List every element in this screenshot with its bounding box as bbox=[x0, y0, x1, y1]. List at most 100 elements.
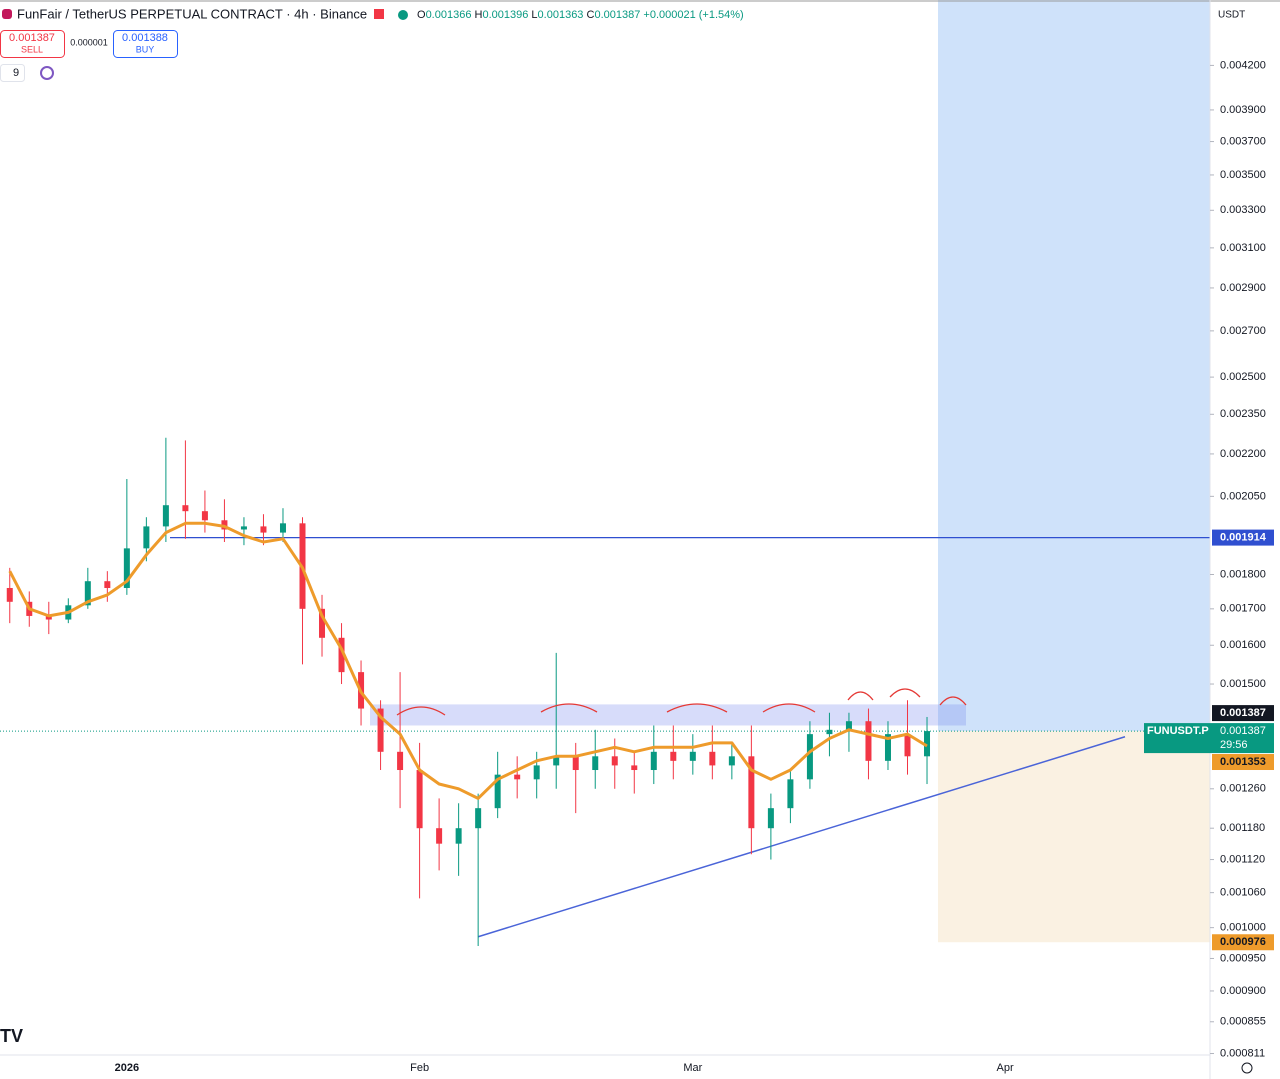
buy-button[interactable] bbox=[113, 30, 178, 58]
candle-body bbox=[924, 731, 931, 757]
x-tick-label: Feb bbox=[410, 1062, 429, 1074]
candle-body bbox=[221, 520, 228, 530]
sell-button[interactable] bbox=[0, 30, 65, 58]
settings-icon[interactable] bbox=[1241, 1062, 1253, 1074]
indicator-toggle[interactable] bbox=[0, 64, 25, 82]
ohlc-key: H bbox=[475, 9, 483, 21]
countdown: 29:56 bbox=[1220, 739, 1248, 751]
trendline bbox=[477, 736, 1126, 938]
y-tick-label: 0.003100 bbox=[1220, 242, 1266, 254]
candle-body bbox=[865, 721, 872, 761]
candle-body bbox=[845, 721, 852, 730]
candle-body bbox=[6, 587, 13, 602]
candle-body bbox=[436, 828, 443, 844]
candle-body bbox=[455, 828, 462, 844]
refresh-icon[interactable] bbox=[40, 66, 54, 80]
stop-label: 0.000976 bbox=[1220, 936, 1266, 948]
sell-label: SELL bbox=[21, 44, 43, 54]
hline-label-bg bbox=[1212, 529, 1274, 546]
last-price-label-bg bbox=[1212, 705, 1274, 722]
currency[interactable]: USDT bbox=[1218, 10, 1245, 21]
candle-body bbox=[533, 765, 540, 780]
symbol-tag: FUNUSDT.P bbox=[1147, 725, 1209, 737]
candle-body bbox=[806, 734, 813, 780]
ma-label: 0.001353 bbox=[1220, 756, 1266, 768]
stop-label-bg bbox=[1212, 934, 1274, 951]
buy-price: 0.001388 bbox=[122, 32, 168, 44]
position-target bbox=[938, 0, 1210, 732]
y-tick-label: 0.001600 bbox=[1220, 639, 1266, 651]
y-tick-label: 0.001800 bbox=[1220, 568, 1266, 580]
annotation-arc bbox=[666, 703, 728, 713]
candle-body bbox=[377, 708, 384, 752]
ohlc-key: O bbox=[417, 9, 426, 21]
y-tick-label: 0.001120 bbox=[1220, 853, 1265, 865]
y-tick-label: 0.002500 bbox=[1220, 371, 1266, 383]
annotation-arc bbox=[939, 696, 967, 706]
y-tick-label: 0.001000 bbox=[1220, 922, 1266, 934]
y-tick-label: 0.000855 bbox=[1220, 1016, 1266, 1028]
candle-body bbox=[162, 505, 169, 527]
candle-body bbox=[689, 751, 696, 761]
annotation-arc bbox=[540, 703, 598, 713]
candle-body bbox=[748, 756, 755, 829]
candle-body bbox=[397, 751, 404, 771]
y-tick-label: 0.001260 bbox=[1220, 783, 1266, 795]
position-stop bbox=[938, 731, 1210, 943]
annotation-arc bbox=[847, 691, 874, 701]
candle-body bbox=[572, 756, 579, 771]
candle-body bbox=[904, 734, 911, 757]
y-tick-label: 0.003700 bbox=[1220, 135, 1266, 147]
x-tick-label: 2026 bbox=[115, 1062, 139, 1074]
price-axis: 0.004200 0.003900 0.003700 0.003500 0.003300… bbox=[1144, 59, 1274, 1059]
plot-area bbox=[0, 0, 1210, 946]
last-price-label: 0.001387 bbox=[1220, 707, 1266, 719]
annotation-arc bbox=[396, 706, 446, 716]
y-tick-label: 0.004200 bbox=[1220, 59, 1266, 71]
candle-body bbox=[45, 615, 52, 620]
ohlc-key: L bbox=[531, 9, 537, 21]
candle-body bbox=[279, 523, 286, 533]
ohlc-legend: O0.001366 H0.001396 L0.001363 C0.001387 … bbox=[417, 9, 744, 21]
symbol-title[interactable]: FunFair / TetherUS PERPETUAL CONTRACT · … bbox=[17, 6, 367, 21]
symbol-tag-bg bbox=[1144, 723, 1274, 754]
candle-body bbox=[631, 765, 638, 771]
symbol-price: 0.001387 bbox=[1220, 725, 1266, 737]
candle-body bbox=[240, 526, 247, 530]
candle-body bbox=[123, 548, 130, 588]
x-tick-label: Mar bbox=[683, 1062, 702, 1074]
candle-body bbox=[338, 637, 345, 673]
candle-body bbox=[728, 756, 735, 766]
symbol-icon bbox=[2, 9, 12, 19]
candle-body bbox=[475, 808, 482, 829]
logo[interactable]: TV bbox=[0, 1026, 23, 1046]
resistance-zone bbox=[370, 704, 966, 726]
ma-label-bg bbox=[1212, 754, 1274, 771]
candle-body bbox=[514, 774, 521, 780]
candle-body bbox=[84, 581, 91, 606]
flag-icon[interactable] bbox=[374, 9, 384, 19]
y-tick-label: 0.003900 bbox=[1220, 104, 1266, 116]
buy-label: BUY bbox=[136, 44, 155, 54]
y-tick-label: 0.002900 bbox=[1220, 282, 1266, 294]
candle-body bbox=[416, 770, 423, 829]
candle-body bbox=[260, 526, 267, 533]
candle-body bbox=[611, 756, 618, 766]
annotation-arc bbox=[889, 688, 921, 698]
ohlc-value: 0.001387 bbox=[594, 9, 640, 21]
candle-body bbox=[592, 756, 599, 771]
spread: 0.000001 bbox=[70, 37, 108, 47]
ohlc-key: C bbox=[587, 9, 595, 21]
candle-body bbox=[709, 751, 716, 766]
y-tick-label: 0.003300 bbox=[1220, 204, 1266, 216]
candle-body bbox=[650, 751, 657, 771]
candle-body bbox=[670, 751, 677, 761]
y-tick-label: 0.003500 bbox=[1220, 169, 1266, 181]
indicator-count: 9 bbox=[13, 67, 19, 79]
y-tick-label: 0.002700 bbox=[1220, 325, 1266, 337]
candle-body bbox=[143, 526, 150, 549]
candle-body bbox=[553, 756, 560, 766]
y-tick-label: 0.000811 bbox=[1220, 1047, 1265, 1059]
status-dot bbox=[398, 10, 408, 20]
